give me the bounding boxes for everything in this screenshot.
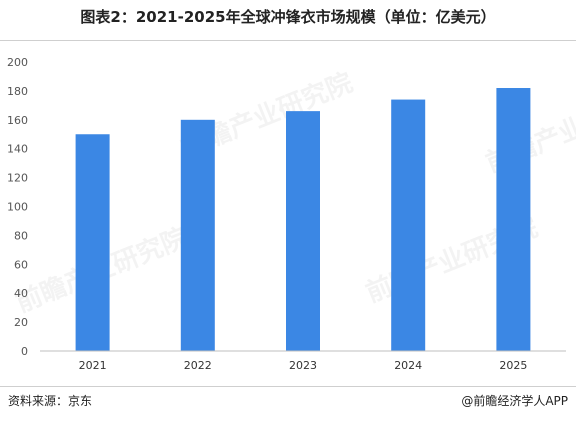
y-tick-label: 60: [14, 258, 28, 271]
x-tick-label: 2024: [394, 359, 422, 372]
x-tick-label: 2025: [499, 359, 527, 372]
y-tick-label: 0: [21, 345, 28, 358]
y-tick-label: 120: [7, 172, 28, 185]
y-tick-label: 20: [14, 316, 28, 329]
y-tick-label: 140: [7, 143, 28, 156]
bar-chart: 0 20 40 60 80 100 120 140 160 180 200 2021 2022 2023 2…: [7, 56, 566, 372]
y-tick-label: 200: [7, 56, 28, 69]
y-tick-label: 80: [14, 229, 28, 242]
bar: [75, 134, 110, 351]
x-tick-label: 2022: [184, 359, 212, 372]
y-tick-label: 40: [14, 287, 28, 300]
y-tick-label: 180: [7, 85, 28, 98]
bottom-divider: [0, 386, 576, 387]
x-tick-label: 2023: [289, 359, 317, 372]
bar: [496, 88, 531, 351]
publisher-credit: @前瞻经济学人APP: [461, 394, 568, 408]
y-tick-label: 100: [7, 201, 28, 214]
bar: [286, 111, 320, 351]
chart-title: 图表2：2021-2025年全球冲锋衣市场规模（单位：亿美元）: [80, 8, 496, 26]
top-divider: [0, 40, 576, 41]
bar: [391, 99, 426, 351]
y-tick-label: 160: [7, 114, 28, 127]
x-tick-label: 2021: [79, 359, 107, 372]
bar: [180, 119, 215, 351]
source-note: 资料来源：京东: [8, 394, 93, 408]
